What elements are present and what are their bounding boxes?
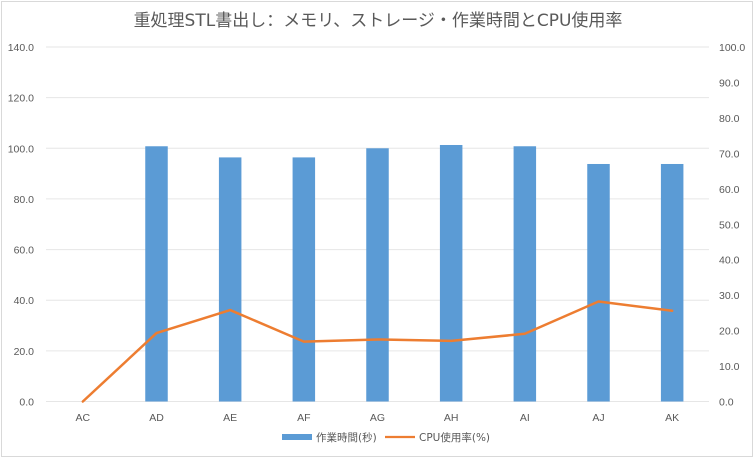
left-tick-label: 60.0 xyxy=(14,245,35,257)
right-tick-label: 60.0 xyxy=(719,184,740,196)
legend-label-work-time: 作業時間(秒) xyxy=(316,431,377,444)
bar-AH xyxy=(439,144,463,402)
right-tick-label: 90.0 xyxy=(719,77,740,89)
bar-AE xyxy=(218,157,242,402)
right-tick-label: 10.0 xyxy=(719,361,740,373)
left-tick-label: 140.0 xyxy=(8,42,34,54)
category-label: AC xyxy=(76,412,91,424)
right-axis: 0.0 10.0 20.0 30.0 40.0 50.0 60.0 70.0 80.0 90.0 1… xyxy=(719,42,745,409)
left-axis: 0.0 20.0 40.0 60.0 80.0 100.0 120.0 140.0 xyxy=(8,42,34,409)
right-tick-label: 80.0 xyxy=(719,113,740,125)
right-tick-label: 20.0 xyxy=(719,326,740,338)
right-tick-label: 70.0 xyxy=(719,148,740,160)
bar-series-work-time xyxy=(145,144,684,402)
bar-AJ xyxy=(587,163,610,402)
bar-AF xyxy=(292,157,316,402)
category-axis: AC AD AE AF AG AH AI AJ AK xyxy=(76,412,680,424)
right-tick-label: 40.0 xyxy=(719,255,740,267)
bar-AD xyxy=(145,146,168,402)
right-tick-label: 50.0 xyxy=(719,219,740,231)
line-series-cpu-usage xyxy=(81,300,674,403)
category-label: AH xyxy=(444,412,459,424)
category-label: AG xyxy=(370,412,385,424)
left-tick-label: 80.0 xyxy=(14,194,35,206)
category-label: AI xyxy=(520,412,530,424)
left-tick-label: 120.0 xyxy=(8,93,34,105)
bar-AK xyxy=(660,163,684,402)
left-tick-label: 40.0 xyxy=(14,295,35,307)
category-label: AJ xyxy=(592,412,604,424)
category-label: AD xyxy=(149,412,164,424)
right-tick-label: 100.0 xyxy=(719,42,745,54)
legend-swatch-work-time xyxy=(282,434,312,440)
right-tick-label: 30.0 xyxy=(719,290,740,302)
legend-label-cpu-usage: CPU使用率(%) xyxy=(419,431,490,444)
category-label: AE xyxy=(223,412,237,424)
category-label: AF xyxy=(297,412,310,424)
bar-AG xyxy=(366,148,389,402)
left-tick-label: 100.0 xyxy=(8,143,34,155)
left-tick-label: 20.0 xyxy=(14,346,35,358)
bar-AI xyxy=(513,146,537,402)
chart-title: 重処理STL書出し：メモリ、ストレージ・作業時間とCPU使用率 xyxy=(134,10,623,31)
category-label: AK xyxy=(665,412,679,424)
legend: 作業時間(秒) CPU使用率(%) xyxy=(282,431,490,444)
right-tick-label: 0.0 xyxy=(719,397,734,409)
left-tick-label: 0.0 xyxy=(19,397,34,409)
